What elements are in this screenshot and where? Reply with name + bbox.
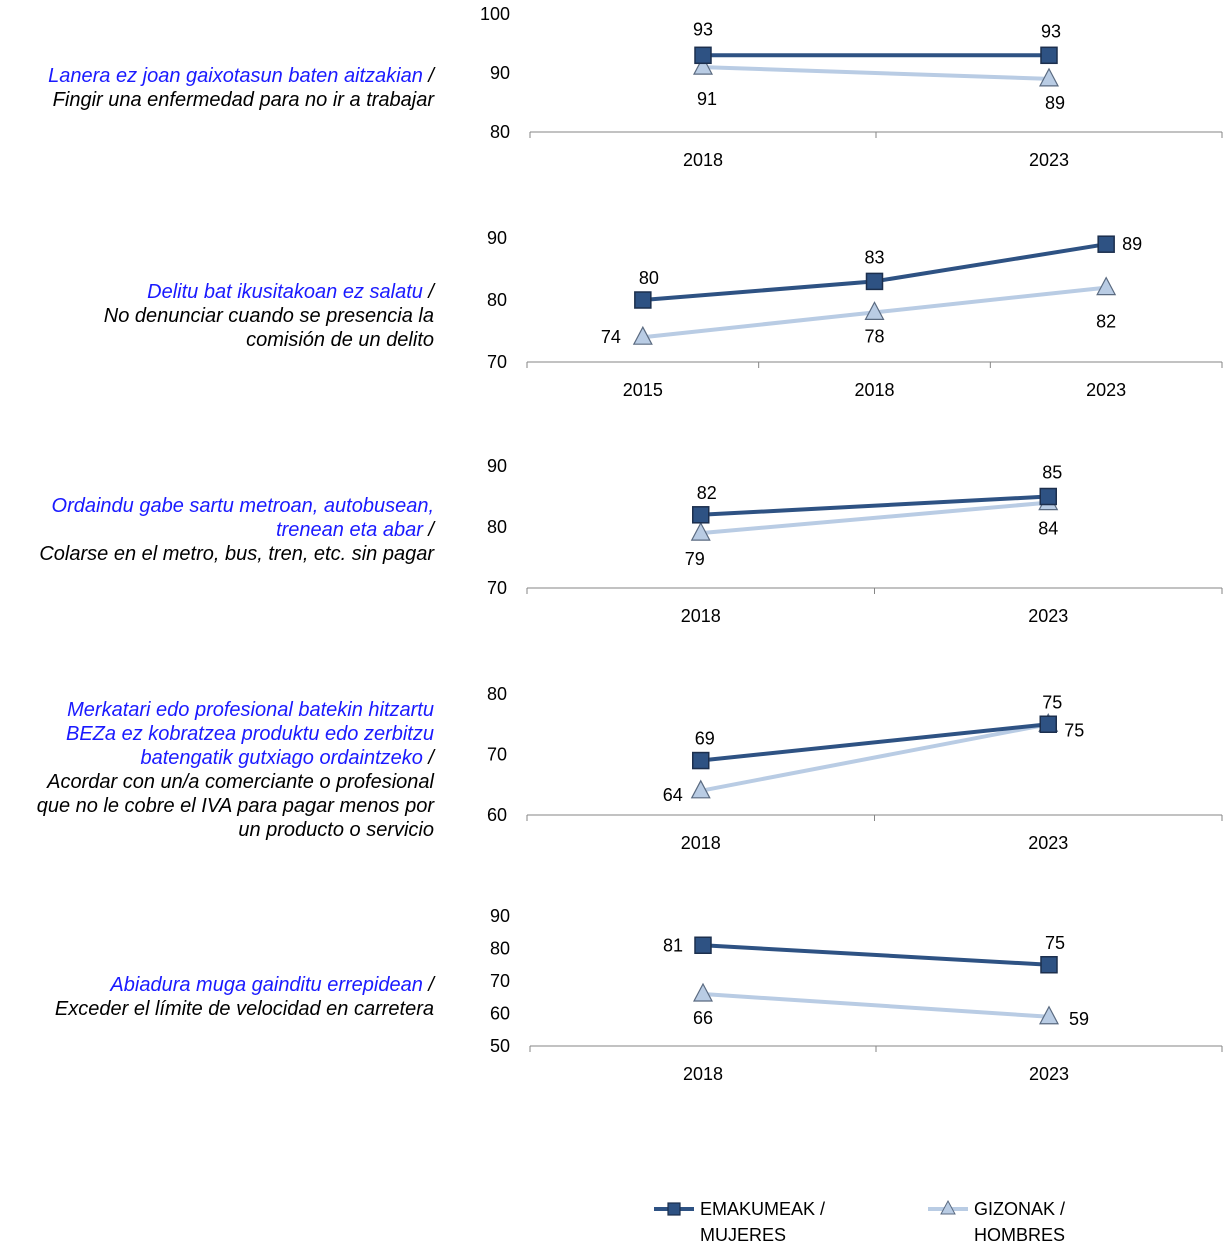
chart-5-label-eu: Abiadura muga gainditu errepidean xyxy=(110,974,423,996)
chart-2-xlabel-2015: 2015 xyxy=(623,380,663,400)
chart-1-ytick-80: 80 xyxy=(490,122,510,142)
chart-4-ytick-80: 80 xyxy=(487,684,507,704)
chart-4-mujeres-line xyxy=(700,722,1049,763)
chart-1-mujeres-point xyxy=(694,46,712,65)
chart-5-label-es: Exceder el límite de velocidad en carret… xyxy=(54,998,434,1020)
chart-5-xlabel-2018: 2018 xyxy=(683,1064,723,1084)
chart-1-mujeres-data-label: 93 xyxy=(693,19,713,39)
chart-5-mujeres-point xyxy=(1040,956,1058,974)
chart-4-hombres-line xyxy=(700,722,1049,793)
chart-5-ytick-50: 50 xyxy=(490,1036,510,1056)
chart-5-hombres-line xyxy=(702,992,1050,1019)
chart-4-hombres-data-label: 64 xyxy=(663,785,683,805)
legend-mujeres-marker xyxy=(667,1202,681,1216)
chart-4-ytick-70: 70 xyxy=(487,745,507,765)
chart-2-mujeres-point xyxy=(865,272,884,291)
chart-4-mujeres-data-label: 75 xyxy=(1042,692,1062,712)
chart-5-mujeres-data-label: 75 xyxy=(1045,933,1065,953)
chart-1-label: Lanera ez joan gaixotasun baten aitzakia… xyxy=(48,65,434,111)
chart-4-xlabel-2018: 2018 xyxy=(681,833,721,853)
chart-1-hombres-data-label: 89 xyxy=(1045,93,1065,113)
chart-3-xlabel-2018: 2018 xyxy=(681,606,721,626)
chart-2-hombres-point xyxy=(632,325,653,345)
chart-2-mujeres-data-label: 80 xyxy=(639,268,659,288)
chart-2-label-eu: Delitu bat ikusitakoan ez salatu xyxy=(147,281,423,303)
chart-4-label: Merkatari edo profesional batekin hitzar… xyxy=(36,699,434,841)
chart-1-hombres-line xyxy=(702,65,1050,81)
chart-4-label-es: Acordar con un/a comerciante o profesion… xyxy=(36,771,434,841)
chart-5-ytick-60: 60 xyxy=(490,1004,510,1024)
chart-3-mujeres-data-label: 82 xyxy=(697,483,717,503)
chart-1-ytick-100: 100 xyxy=(480,4,510,24)
chart-2-ytick-70: 70 xyxy=(487,352,507,372)
legend-mujeres-label-line1: EMAKUMEAK / xyxy=(700,1199,825,1219)
chart-4-xlabel-2023: 2023 xyxy=(1028,833,1068,853)
chart-2-hombres-data-label: 74 xyxy=(601,327,621,347)
chart-2-xlabel-2018: 2018 xyxy=(854,380,894,400)
chart-3-hombres-line xyxy=(700,500,1049,536)
chart-4-mujeres-point xyxy=(692,751,710,770)
chart-1-hombres-point xyxy=(693,55,713,75)
chart-3-hombres-point xyxy=(690,521,711,541)
chart-5-label: Abiadura muga gainditu errepidean / Exce… xyxy=(54,974,434,1020)
chart-5-xlabel-2023: 2023 xyxy=(1029,1064,1069,1084)
chart-4-mujeres-point xyxy=(1039,715,1057,733)
legend-hombres-marker xyxy=(940,1199,956,1215)
chart-1-hombres-point xyxy=(1039,67,1059,87)
chart-4-hombres-point xyxy=(690,779,711,799)
chart-2-hombres-point xyxy=(864,301,885,320)
chart-5-mujeres-data-label: 81 xyxy=(663,935,683,955)
chart-3-hombres-data-label: 84 xyxy=(1038,519,1058,539)
chart-3-ytick-70: 70 xyxy=(487,578,507,598)
chart-5-hombres-point xyxy=(693,982,713,1002)
legend-hombres-label-line1: GIZONAK / xyxy=(974,1199,1065,1219)
chart-4-hombres-data-label: 75 xyxy=(1064,720,1084,740)
chart-1-hombres-data-label: 91 xyxy=(697,89,717,109)
chart-2-xlabel-2023: 2023 xyxy=(1086,380,1126,400)
chart-2-hombres-data-label: 78 xyxy=(864,326,884,346)
chart-2-hombres-data-label: 82 xyxy=(1096,312,1116,332)
chart-1-label-es: Fingir una enfermedad para no ir a traba… xyxy=(52,89,434,111)
chart-4-label-eu: Merkatari edo profesional batekin hitzar… xyxy=(66,699,434,769)
chart-1-xlabel-2018: 2018 xyxy=(683,150,723,170)
legend-hombres-label-line2: HOMBRES xyxy=(974,1225,1065,1243)
chart-1-ytick-90: 90 xyxy=(490,63,510,83)
chart-5-ytick-80: 80 xyxy=(490,939,510,959)
chart-5-mujeres-point xyxy=(694,936,712,954)
chart-4-mujeres-data-label: 69 xyxy=(695,729,715,749)
chart-3-hombres-data-label: 79 xyxy=(685,549,705,569)
chart-1-mujeres-point xyxy=(1040,46,1058,65)
chart-5-mujeres-line xyxy=(702,943,1050,967)
chart-3-mujeres-point xyxy=(1039,487,1057,506)
chart-2-hombres-point xyxy=(1096,276,1117,296)
chart-3-ytick-90: 90 xyxy=(487,456,507,476)
chart-2-ytick-90: 90 xyxy=(487,228,507,248)
chart-3-label-eu: Ordaindu gabe sartu metroan, autobusean,… xyxy=(51,495,434,541)
chart-3-xlabel-2023: 2023 xyxy=(1028,606,1068,626)
chart-5-ytick-70: 70 xyxy=(490,971,510,991)
chart-1-label-eu: Lanera ez joan gaixotasun baten aitzakia… xyxy=(48,65,423,87)
chart-3-ytick-80: 80 xyxy=(487,517,507,537)
chart-5-hombres-data-label: 59 xyxy=(1069,1009,1089,1029)
chart-2-label: Delitu bat ikusitakoan ez salatu / No de… xyxy=(103,281,434,351)
chart-3-label-es: Colarse en el metro, bus, tren, etc. sin… xyxy=(39,543,434,565)
chart-1-mujeres-data-label: 93 xyxy=(1041,21,1061,41)
chart-2-mujeres-data-label: 83 xyxy=(864,247,884,267)
chart-2-mujeres-point xyxy=(634,291,652,309)
chart-2-label-es: No denunciar cuando se presencia la comi… xyxy=(103,305,434,351)
chart-5-ytick-90: 90 xyxy=(490,906,510,926)
chart-5-hombres-data-label: 66 xyxy=(693,1008,713,1028)
chart-2-mujeres-data-label: 89 xyxy=(1122,234,1142,254)
legend-mujeres-label-line2: MUJERES xyxy=(700,1225,786,1243)
chart-2-mujeres-point xyxy=(1097,235,1115,253)
chart-1-xlabel-2023: 2023 xyxy=(1029,150,1069,170)
chart-3-mujeres-point xyxy=(692,506,710,524)
chart-4-ytick-60: 60 xyxy=(487,805,507,825)
chart-3-mujeres-data-label: 85 xyxy=(1042,463,1062,483)
chart-3-mujeres-line xyxy=(700,494,1049,517)
chart-2-ytick-80: 80 xyxy=(487,290,507,310)
chart-5-hombres-point xyxy=(1039,1005,1059,1025)
chart-3-label: Ordaindu gabe sartu metroan, autobusean,… xyxy=(39,495,434,565)
